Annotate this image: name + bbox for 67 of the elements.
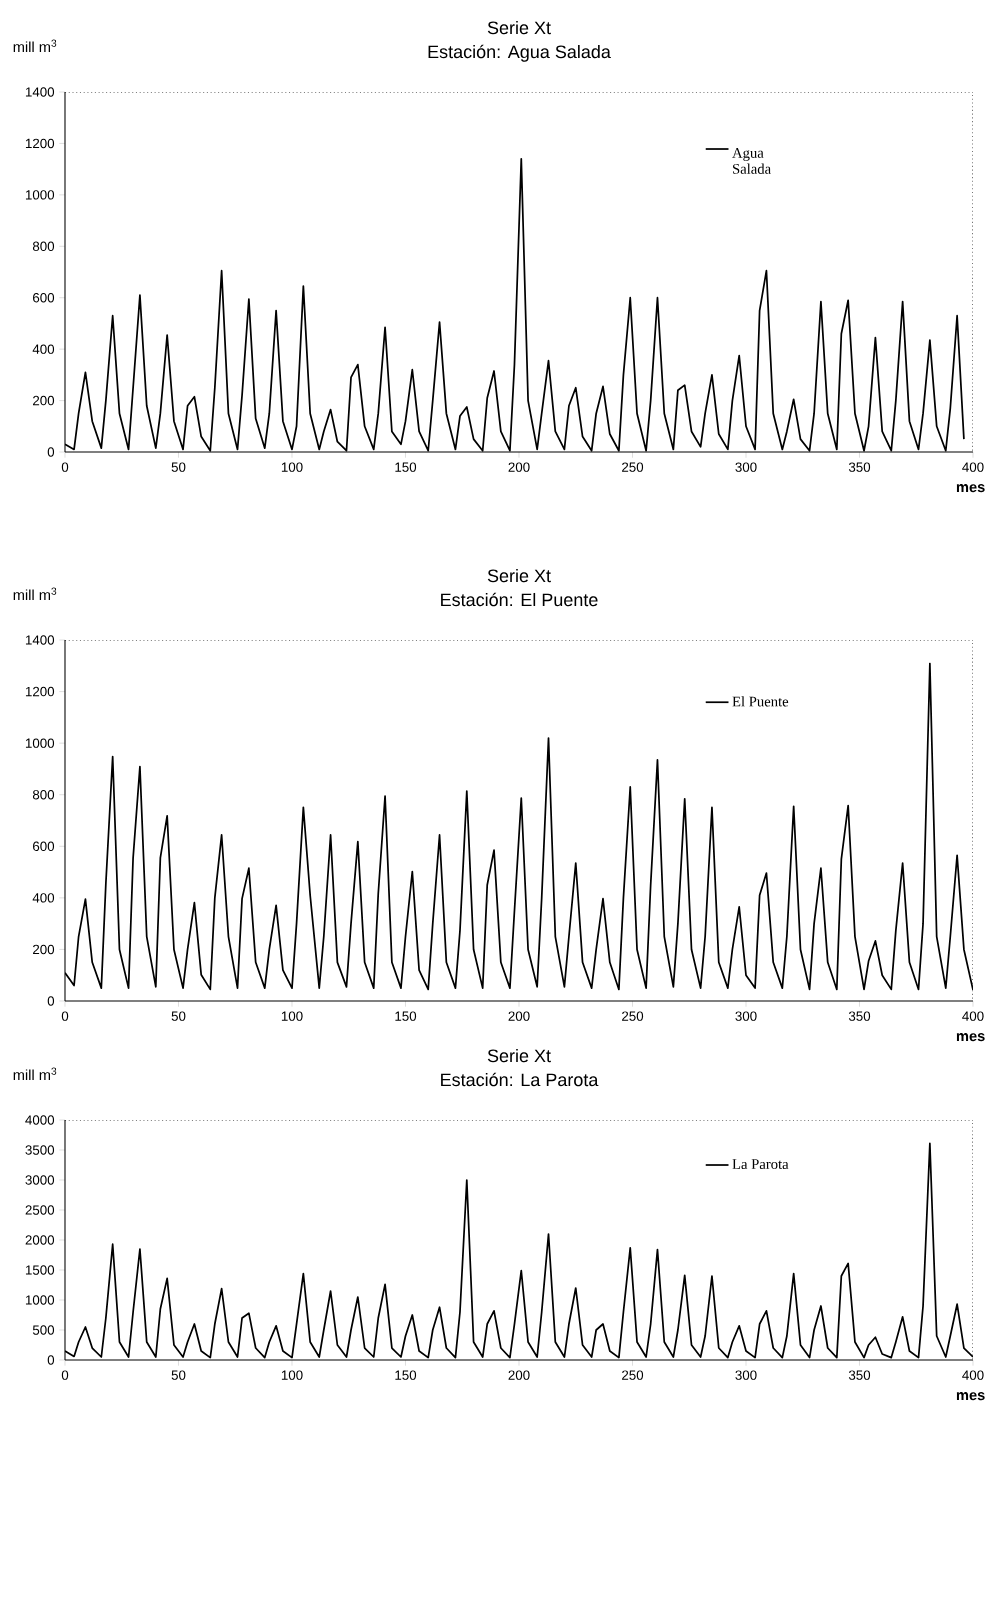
chart-title: Serie Xt [487, 1048, 551, 1063]
x-tick-label: 200 [508, 1011, 530, 1021]
x-tick-label: 50 [171, 1370, 186, 1380]
y-tick-label: 1400 [25, 87, 55, 97]
x-tick-label: 100 [281, 462, 303, 472]
y-tick-label: 600 [33, 293, 55, 303]
y-tick-label: 400 [32, 893, 55, 903]
legend-label: La Parota [732, 1159, 789, 1169]
x-axis-title: mes [956, 1392, 985, 1401]
y-tick-label: 1500 [25, 1265, 55, 1275]
y-tick-label: 4000 [25, 1115, 55, 1125]
y-tick-label: 1200 [25, 686, 55, 697]
x-tick-label: 300 [735, 462, 757, 472]
y-tick-label: 1000 [25, 190, 55, 200]
x-tick-label: 250 [622, 1370, 644, 1380]
y-tick-label: 400 [32, 344, 55, 354]
y-tick-label: 1200 [25, 138, 55, 149]
y-axis-title: mill m$^{3}$ [13, 587, 57, 601]
x-tick-label: 0 [61, 462, 69, 472]
chart-subtitle: Estación: El Puente [441, 592, 598, 607]
x-tick-label: 300 [735, 1011, 757, 1021]
x-tick-label: 50 [171, 462, 186, 472]
y-tick-label: 2000 [25, 1235, 55, 1245]
chart-title: Serie Xt [487, 20, 551, 35]
y-axis-title: mill m$^{3}$ [13, 1067, 57, 1081]
chart-subtitle: Estación: La Parota [441, 1072, 599, 1087]
x-tick-label: 250 [622, 462, 644, 472]
y-tick-label: 0 [47, 447, 55, 457]
y-tick-label: 600 [33, 841, 55, 852]
x-tick-label: 150 [395, 462, 417, 472]
x-tick-label: 100 [281, 1370, 303, 1380]
y-tick-label: 3000 [25, 1175, 55, 1185]
y-tick-label: 2500 [25, 1205, 55, 1215]
x-tick-label: 200 [508, 1370, 530, 1380]
y-tick-label: 800 [32, 790, 55, 800]
x-tick-label: 250 [622, 1011, 644, 1021]
y-tick-label: 200 [33, 944, 55, 955]
x-tick-label: 150 [395, 1011, 417, 1021]
x-tick-label: 100 [281, 1011, 303, 1021]
y-tick-label: 1400 [25, 635, 55, 645]
x-tick-label: 350 [848, 462, 871, 472]
x-tick-label: 400 [962, 1370, 984, 1380]
y-tick-label: 0 [47, 996, 55, 1006]
x-tick-label: 150 [395, 1370, 417, 1380]
x-tick-label: 0 [61, 1011, 69, 1021]
y-tick-label: 3500 [25, 1145, 55, 1155]
y-tick-label: 1000 [25, 1295, 55, 1305]
x-axis-title: mes [956, 484, 985, 493]
y-tick-label: 800 [32, 241, 55, 252]
y-tick-label: 500 [32, 1325, 55, 1335]
x-tick-label: 50 [171, 1011, 186, 1021]
legend-label: Agua Salada [732, 148, 771, 174]
x-tick-label: 400 [962, 1011, 984, 1021]
chart-title: Serie Xt [487, 568, 551, 583]
x-tick-label: 0 [61, 1370, 69, 1380]
y-tick-label: 200 [33, 395, 55, 406]
chart-subtitle: Estación: Agua Salada [428, 44, 611, 62]
legend-label: El Puente [732, 696, 789, 707]
x-tick-label: 350 [848, 1011, 871, 1021]
x-tick-label: 400 [962, 462, 984, 472]
x-tick-label: 300 [735, 1370, 757, 1380]
x-tick-label: 200 [508, 462, 530, 472]
y-axis-title: mill m$^{3}$ [13, 39, 57, 53]
y-tick-label: 1000 [25, 738, 55, 748]
y-tick-label: 0 [47, 1355, 55, 1365]
x-axis-title: mes [956, 1033, 985, 1042]
x-tick-label: 350 [848, 1370, 871, 1380]
